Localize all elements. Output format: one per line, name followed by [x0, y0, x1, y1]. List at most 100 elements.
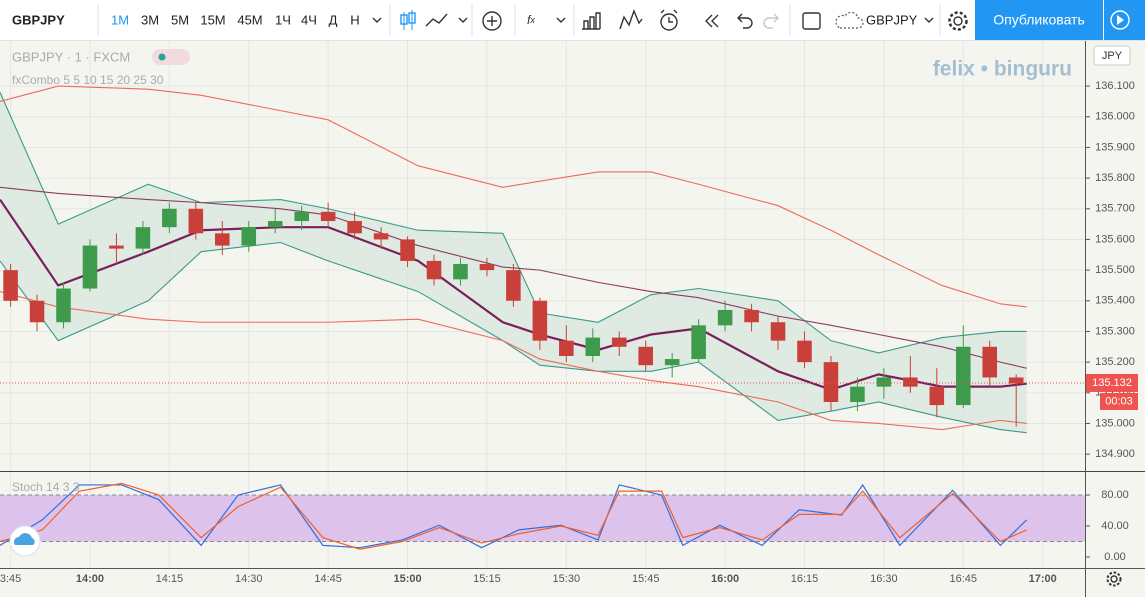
candle-body	[770, 322, 786, 341]
candle-body	[82, 245, 98, 289]
compare-icon[interactable]	[482, 11, 502, 31]
x-tick-label: 15:00	[393, 573, 421, 585]
interval[interactable]: 3М	[141, 12, 159, 27]
last-price: 135.132	[1092, 377, 1132, 389]
y-tick-label: 40.00	[1101, 520, 1129, 532]
candle-body	[426, 260, 442, 280]
x-tick-label: 14:15	[156, 573, 184, 585]
candle-body	[56, 288, 71, 323]
x-tick-label: 16:45	[950, 573, 978, 585]
stoch-line	[0, 483, 1028, 549]
x-tick-label: 16:30	[870, 573, 898, 585]
candle-body	[850, 386, 865, 402]
band-fill	[0, 92, 1027, 433]
candle-body	[903, 377, 918, 387]
candle-body	[664, 359, 680, 366]
indicators-icon[interactable]: fx	[527, 13, 535, 27]
candle-body	[241, 227, 257, 246]
y-tick-label: 135.700	[1095, 203, 1135, 215]
interval[interactable]: 1М	[111, 12, 129, 27]
candle-body	[267, 221, 283, 228]
play-icon[interactable]	[1110, 10, 1130, 30]
publish-label[interactable]: Опубликовать	[993, 12, 1085, 28]
fullscreen-icon[interactable]	[802, 12, 821, 30]
separators	[97, 4, 791, 36]
x-tick-label: 14:00	[76, 573, 104, 585]
y-tick-label: 135.900	[1095, 141, 1135, 153]
y-tick-label: 0.00	[1104, 551, 1125, 563]
candle-body	[611, 337, 627, 347]
y-tick-label: 135.200	[1095, 356, 1135, 368]
undo-icon[interactable]	[737, 13, 753, 29]
publish-button[interactable]	[975, 0, 1103, 40]
candle-body	[506, 270, 521, 301]
logo[interactable]	[9, 525, 41, 557]
cloud-icon[interactable]	[835, 11, 864, 29]
candle-body	[585, 337, 601, 356]
x-tick-label: 16:00	[711, 573, 739, 585]
y-tick-label: 135.300	[1095, 325, 1135, 337]
axis-settings-icon[interactable]	[1106, 571, 1122, 587]
y-tick-label: 136.000	[1095, 111, 1135, 123]
indicators-menu[interactable]	[556, 17, 566, 23]
y-tick-label: 135.500	[1095, 264, 1135, 276]
indicator-line	[0, 241, 1027, 434]
chart-type-icon[interactable]	[400, 10, 416, 30]
candle-body	[320, 211, 336, 222]
x-tick-label: 15:45	[632, 573, 660, 585]
y-tick-label: 80.00	[1101, 489, 1129, 501]
candle-body	[373, 233, 389, 240]
candle-body	[188, 208, 204, 234]
compare-symbol[interactable]: GBPJPY	[866, 12, 918, 27]
candle-body	[532, 300, 548, 341]
candle-body	[955, 346, 971, 406]
indicator-label: fxCombo 5 5 10 15 20 25 30	[12, 73, 164, 87]
interval[interactable]: Д	[329, 12, 338, 27]
currency-box[interactable]	[1093, 45, 1131, 66]
alert-icon[interactable]	[660, 9, 678, 31]
style-menu[interactable]	[458, 17, 468, 23]
indicator-line	[0, 91, 1027, 354]
time-axis	[0, 568, 1145, 597]
interval[interactable]: 4Ч	[301, 12, 317, 27]
candle-body	[29, 300, 45, 323]
play-button[interactable]	[1104, 0, 1145, 40]
settings-icon[interactable]	[948, 11, 968, 31]
redo-icon[interactable]	[763, 13, 779, 29]
interval[interactable]: 45М	[237, 12, 262, 27]
indicator-line	[0, 186, 1027, 369]
financials-icon[interactable]	[582, 12, 601, 30]
interval[interactable]: 1Ч	[275, 12, 291, 27]
countdown-box	[1100, 392, 1138, 410]
y-tick-label: 136.100	[1095, 80, 1135, 92]
x-tick-label: 14:30	[235, 573, 263, 585]
layout-menu[interactable]	[924, 17, 934, 23]
templates-icon[interactable]	[619, 9, 643, 30]
stoch-line	[0, 482, 1028, 550]
x-tick-label: 14:45	[314, 573, 342, 585]
interval-menu[interactable]	[372, 17, 382, 23]
stoch-label: Stoch 14 3 3	[12, 480, 80, 494]
candle-body	[797, 340, 812, 363]
candle-body	[823, 362, 839, 402]
interval[interactable]: 5М	[171, 12, 189, 27]
interval[interactable]: 15М	[200, 12, 225, 27]
y-tick-label: 135.800	[1095, 172, 1135, 184]
interval[interactable]: Н	[350, 12, 359, 27]
candle-body	[479, 263, 495, 271]
candle-body	[3, 270, 18, 301]
y-tick-label: 135.000	[1095, 417, 1135, 429]
candle-body	[982, 346, 998, 378]
candle-body	[400, 239, 415, 261]
legend-badge[interactable]	[152, 49, 190, 65]
replay-icon[interactable]	[705, 14, 719, 28]
y-tick-label: 135.400	[1095, 295, 1135, 307]
countdown: 00:03	[1105, 395, 1133, 407]
price-axis	[1085, 41, 1145, 568]
candle-body	[347, 221, 362, 234]
line-style-icon[interactable]	[425, 13, 448, 27]
watermark: felix • binguru	[933, 58, 1072, 81]
last-price-box	[1086, 373, 1138, 392]
symbol[interactable]: GBPJPY	[12, 12, 65, 27]
